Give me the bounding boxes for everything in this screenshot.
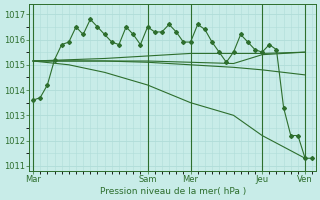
- X-axis label: Pression niveau de la mer( hPa ): Pression niveau de la mer( hPa ): [100, 187, 246, 196]
